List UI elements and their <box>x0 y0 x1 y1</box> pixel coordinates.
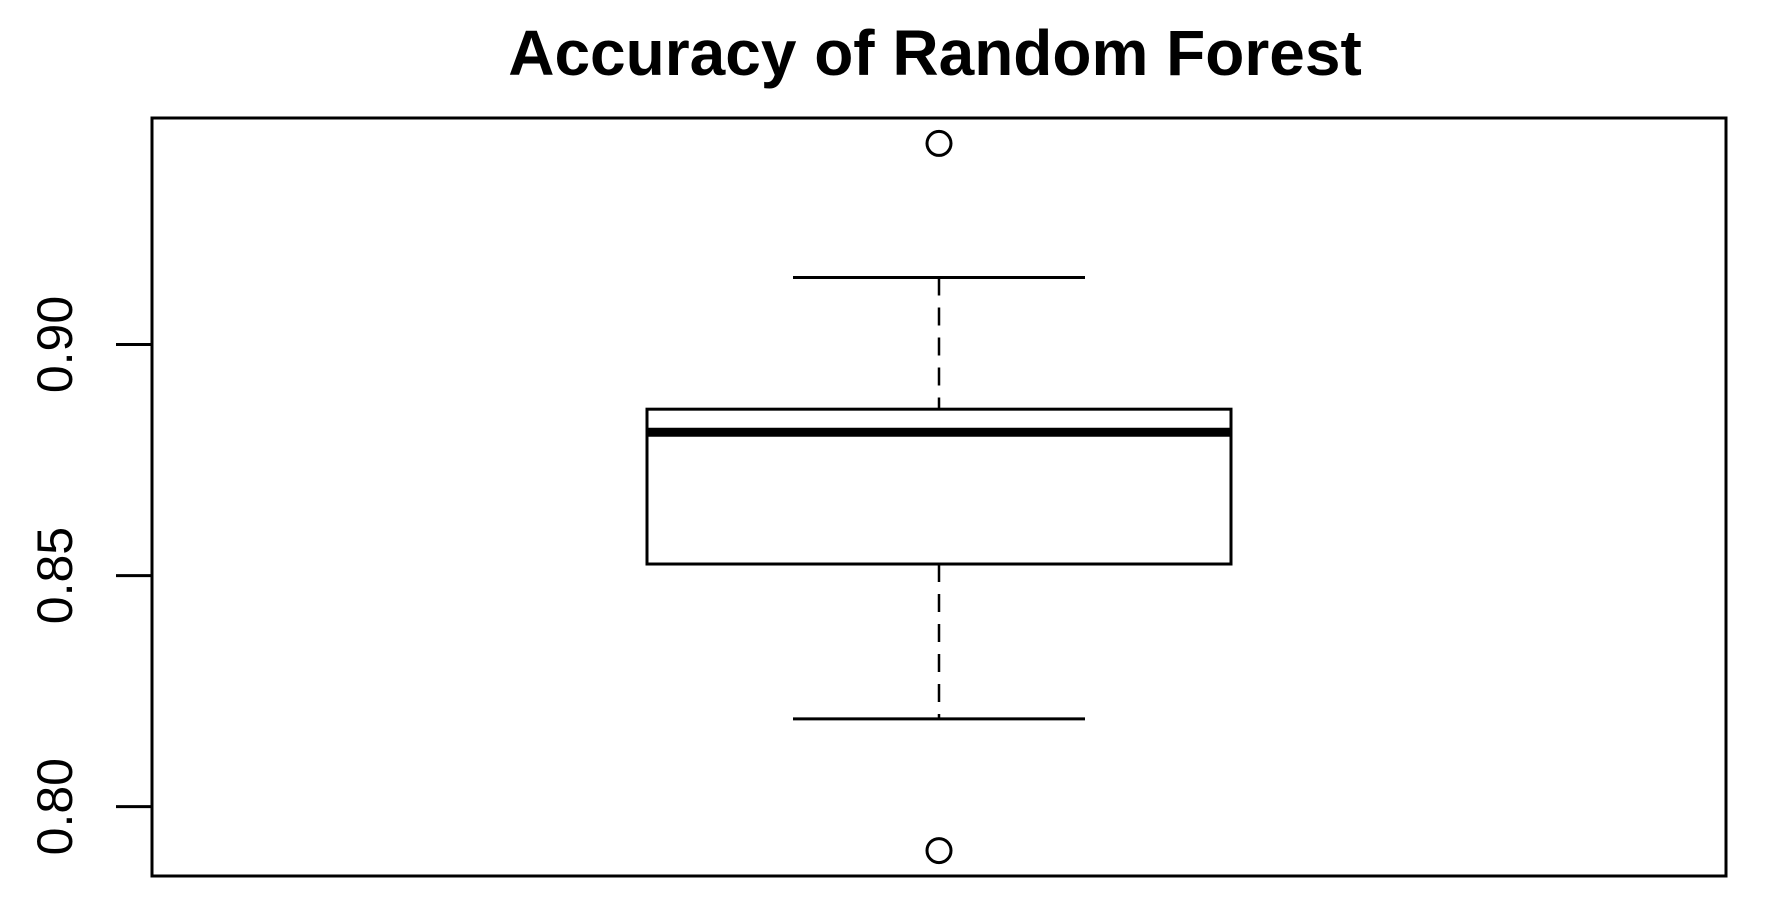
outlier-point <box>925 837 953 865</box>
y-tick-label: 0.85 <box>27 527 83 624</box>
y-tick-label: 0.90 <box>27 296 83 393</box>
outlier-point <box>925 129 953 157</box>
y-tick-label: 0.80 <box>27 758 83 855</box>
box-group <box>645 129 1233 865</box>
y-axis: 0.80 0.85 0.90 <box>27 296 152 855</box>
plot-frame <box>150 116 1728 878</box>
chart-title: Accuracy of Random Forest <box>508 17 1362 89</box>
